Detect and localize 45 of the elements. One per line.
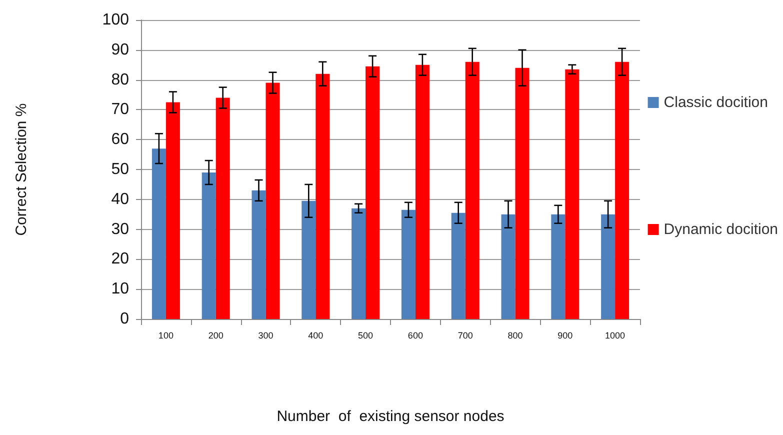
y-tick-label: 50 xyxy=(111,161,130,178)
bar xyxy=(415,64,430,319)
bar xyxy=(352,208,366,319)
y-tick-label: 60 xyxy=(111,131,130,148)
x-tick-label: 900 xyxy=(558,330,573,340)
x-tick-label: 300 xyxy=(258,330,274,340)
bar xyxy=(601,214,616,319)
y-tick-label: 0 xyxy=(120,310,130,328)
y-axis-title: Correct Selection % xyxy=(13,103,30,236)
x-tick-label: 200 xyxy=(208,330,224,340)
y-tick-label: 30 xyxy=(111,220,130,238)
bar xyxy=(565,69,580,319)
y-tick-label: 100 xyxy=(102,12,130,28)
x-tick-label: 100 xyxy=(158,330,174,340)
y-tick-label: 40 xyxy=(111,190,130,208)
y-tick-label: 10 xyxy=(111,280,130,298)
bar xyxy=(465,62,480,319)
bar xyxy=(302,200,316,319)
legend-label: Dynamic docition xyxy=(664,221,778,238)
x-axis-title: Number of existing sensor nodes xyxy=(276,408,504,425)
bar xyxy=(451,212,466,319)
x-tick-label: 1000 xyxy=(605,330,626,340)
x-tick-label: 500 xyxy=(358,330,374,340)
x-tick-label: 800 xyxy=(508,330,523,340)
bar xyxy=(615,62,630,319)
bar xyxy=(401,210,416,319)
bar xyxy=(501,214,516,319)
y-tick-label: 90 xyxy=(111,41,130,58)
x-tick-label: 700 xyxy=(458,330,473,340)
bar xyxy=(515,68,530,319)
bar xyxy=(366,66,380,319)
y-tick-label: 80 xyxy=(111,71,130,88)
x-tick-label: 400 xyxy=(308,330,324,340)
bar xyxy=(216,98,230,319)
bar xyxy=(202,172,216,319)
legend-label: Classic docition xyxy=(664,94,768,111)
y-tick-label: 70 xyxy=(111,101,130,118)
bar xyxy=(551,214,566,319)
bar xyxy=(252,190,266,319)
bar xyxy=(166,102,180,319)
bar xyxy=(316,74,330,319)
y-tick-label: 20 xyxy=(111,250,130,268)
bar xyxy=(266,82,280,319)
bar xyxy=(152,148,166,319)
x-tick-label: 600 xyxy=(408,330,423,340)
